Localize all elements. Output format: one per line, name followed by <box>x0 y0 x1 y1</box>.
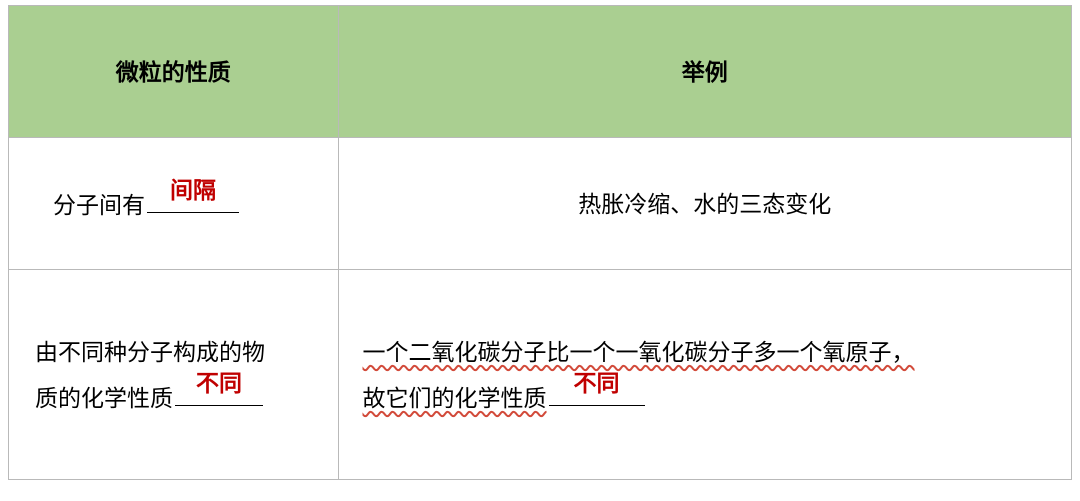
row3-right-answer: 不同 <box>549 360 645 406</box>
properties-table: 微粒的性质 举例 分子间有 间隔 热胀冷缩、水的三态变化 由不同种分子构成的物 … <box>8 5 1072 480</box>
row3-left-blank: 不同 <box>175 382 263 406</box>
table-header-row: 微粒的性质 举例 <box>9 6 1072 138</box>
row3-left-line2: 质的化学性质 不同 <box>35 375 318 421</box>
row3-right-line1: 一个二氧化碳分子比一个一氧化碳分子多一个氧原子， <box>363 329 1051 375</box>
table-row: 由不同种分子构成的物 质的化学性质 不同 一个二氧化碳分子比一个一氧化碳分子多一… <box>9 270 1072 480</box>
page-root: 微粒的性质 举例 分子间有 间隔 热胀冷缩、水的三态变化 由不同种分子构成的物 … <box>0 0 1080 495</box>
row3-right-line2-prefix: 故它们的化学性质 <box>363 385 547 411</box>
row3-right-blank: 不同 <box>549 382 645 406</box>
row3-left-answer: 不同 <box>175 360 263 406</box>
row3-property-cell: 由不同种分子构成的物 质的化学性质 不同 <box>9 270 339 480</box>
col-header-property: 微粒的性质 <box>9 6 339 138</box>
row2-left-blank: 间隔 <box>147 189 239 213</box>
row2-property-cell: 分子间有 间隔 <box>9 138 339 270</box>
col-header-example: 举例 <box>338 6 1071 138</box>
row2-right-text: 热胀冷缩、水的三态变化 <box>578 191 831 217</box>
table-row: 分子间有 间隔 热胀冷缩、水的三态变化 <box>9 138 1072 270</box>
row3-left-line2-prefix: 质的化学性质 <box>35 385 173 411</box>
row3-example-cell: 一个二氧化碳分子比一个一氧化碳分子多一个氧原子， 故它们的化学性质 不同 <box>338 270 1071 480</box>
row2-example-cell: 热胀冷缩、水的三态变化 <box>338 138 1071 270</box>
row2-left-prefix: 分子间有 <box>53 192 145 218</box>
row3-right-line2: 故它们的化学性质 不同 <box>363 375 1051 421</box>
row2-left-answer: 间隔 <box>147 167 239 213</box>
